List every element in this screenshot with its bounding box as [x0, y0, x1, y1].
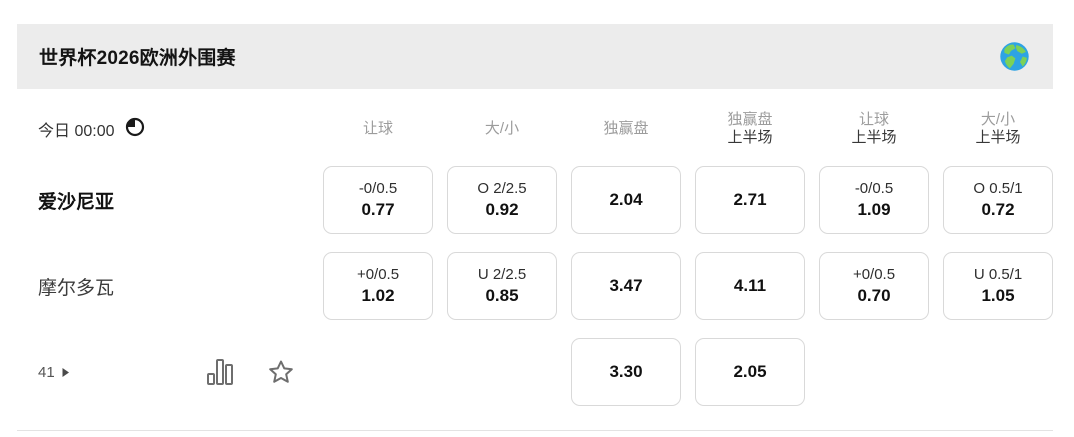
col-label-first-half: 上半场 [851, 129, 897, 146]
odds-home-total-1h[interactable]: O 0.5/1 0.72 [943, 166, 1053, 234]
league-title: 世界杯2026欧洲外围赛 [39, 48, 236, 69]
odds-value: 1.05 [981, 286, 1015, 305]
odds-value: 0.77 [361, 200, 395, 219]
odds-value: 2.05 [733, 362, 767, 381]
odds-value: 1.09 [857, 200, 891, 219]
clock-quarter-icon [125, 117, 145, 142]
league-header-bar: 世界杯2026欧洲外围赛 [17, 24, 1053, 89]
col-label: 让球 [858, 111, 889, 128]
odds-value: 0.85 [485, 286, 519, 305]
empty-cell [943, 338, 1053, 406]
away-team-name[interactable]: 摩尔多瓦 [38, 277, 115, 299]
total-line: U 2/2.5 [477, 266, 527, 283]
column-header-row: 今日 00:00 让球 大/小 独赢盘 独赢盘 上半场 [38, 103, 1044, 155]
col-header-total: 大/小 [440, 120, 564, 138]
handicap-line: -0/0.5 [358, 180, 398, 197]
odds-home-moneyline[interactable]: 2.04 [571, 166, 681, 234]
empty-cell [323, 338, 433, 406]
odds-home-handicap-1h[interactable]: -0/0.5 1.09 [819, 166, 929, 234]
odds-value: 1.02 [361, 286, 395, 305]
bottom-divider [17, 430, 1053, 431]
more-markets-count[interactable]: 41 [38, 363, 55, 381]
empty-cell [447, 338, 557, 406]
odds-draw-moneyline[interactable]: 3.30 [571, 338, 681, 406]
col-header-moneyline-1h: 独赢盘 上半场 [688, 111, 812, 147]
total-line: O 0.5/1 [973, 180, 1023, 197]
col-label: 独赢盘 [727, 111, 773, 128]
star-outline-icon[interactable] [267, 358, 295, 386]
col-header-total-1h: 大/小 上半场 [936, 111, 1060, 147]
col-label-first-half: 上半场 [727, 129, 773, 146]
odds-value: 2.04 [609, 190, 643, 209]
match-time: 今日 00:00 [38, 123, 115, 140]
odds-away-moneyline-1h[interactable]: 4.11 [695, 252, 805, 320]
col-label: 大/小 [484, 120, 520, 137]
col-header-moneyline: 独赢盘 [564, 120, 688, 138]
odds-value: 3.30 [609, 362, 643, 381]
col-label: 大/小 [980, 111, 1016, 128]
odds-value: 3.47 [609, 276, 643, 295]
match-time-cell: 今日 00:00 [38, 117, 316, 142]
col-label: 独赢盘 [603, 120, 649, 137]
odds-home-moneyline-1h[interactable]: 2.71 [695, 166, 805, 234]
globe-icon[interactable] [998, 40, 1031, 73]
col-header-handicap: 让球 [316, 120, 440, 138]
empty-cell [819, 338, 929, 406]
odds-value: 0.92 [485, 200, 519, 219]
handicap-line: -0/0.5 [854, 180, 894, 197]
odds-value: 0.70 [857, 286, 891, 305]
odds-away-moneyline[interactable]: 3.47 [571, 252, 681, 320]
draw-row: 41 [38, 337, 1053, 407]
col-label: 让球 [362, 120, 393, 137]
odds-away-handicap[interactable]: +0/0.5 1.02 [323, 252, 433, 320]
total-line: O 2/2.5 [477, 180, 527, 197]
odds-table: 今日 00:00 让球 大/小 独赢盘 独赢盘 上半场 [38, 103, 1053, 407]
total-line: U 0.5/1 [973, 266, 1023, 283]
odds-away-handicap-1h[interactable]: +0/0.5 0.70 [819, 252, 929, 320]
bar-chart-icon[interactable] [206, 358, 233, 386]
col-header-handicap-1h: 让球 上半场 [812, 111, 936, 147]
home-team-name[interactable]: 爱沙尼亚 [38, 191, 115, 213]
odds-value: 2.71 [733, 190, 767, 209]
handicap-line: +0/0.5 [852, 266, 896, 283]
match-footer-tools: 41 [38, 337, 316, 407]
odds-away-total[interactable]: U 2/2.5 0.85 [447, 252, 557, 320]
triangle-right-icon[interactable] [61, 367, 70, 378]
odds-away-total-1h[interactable]: U 0.5/1 1.05 [943, 252, 1053, 320]
handicap-line: +0/0.5 [356, 266, 400, 283]
odds-value: 0.72 [981, 200, 1015, 219]
odds-draw-moneyline-1h[interactable]: 2.05 [695, 338, 805, 406]
home-team-row: 爱沙尼亚 -0/0.5 0.77 O 2/2.5 0.92 2.04 2.71 … [38, 165, 1053, 235]
away-team-row: 摩尔多瓦 +0/0.5 1.02 U 2/2.5 0.85 3.47 4.11 … [38, 251, 1053, 321]
odds-home-handicap[interactable]: -0/0.5 0.77 [323, 166, 433, 234]
odds-value: 4.11 [733, 276, 767, 295]
col-label-first-half: 上半场 [975, 129, 1021, 146]
odds-home-total[interactable]: O 2/2.5 0.92 [447, 166, 557, 234]
